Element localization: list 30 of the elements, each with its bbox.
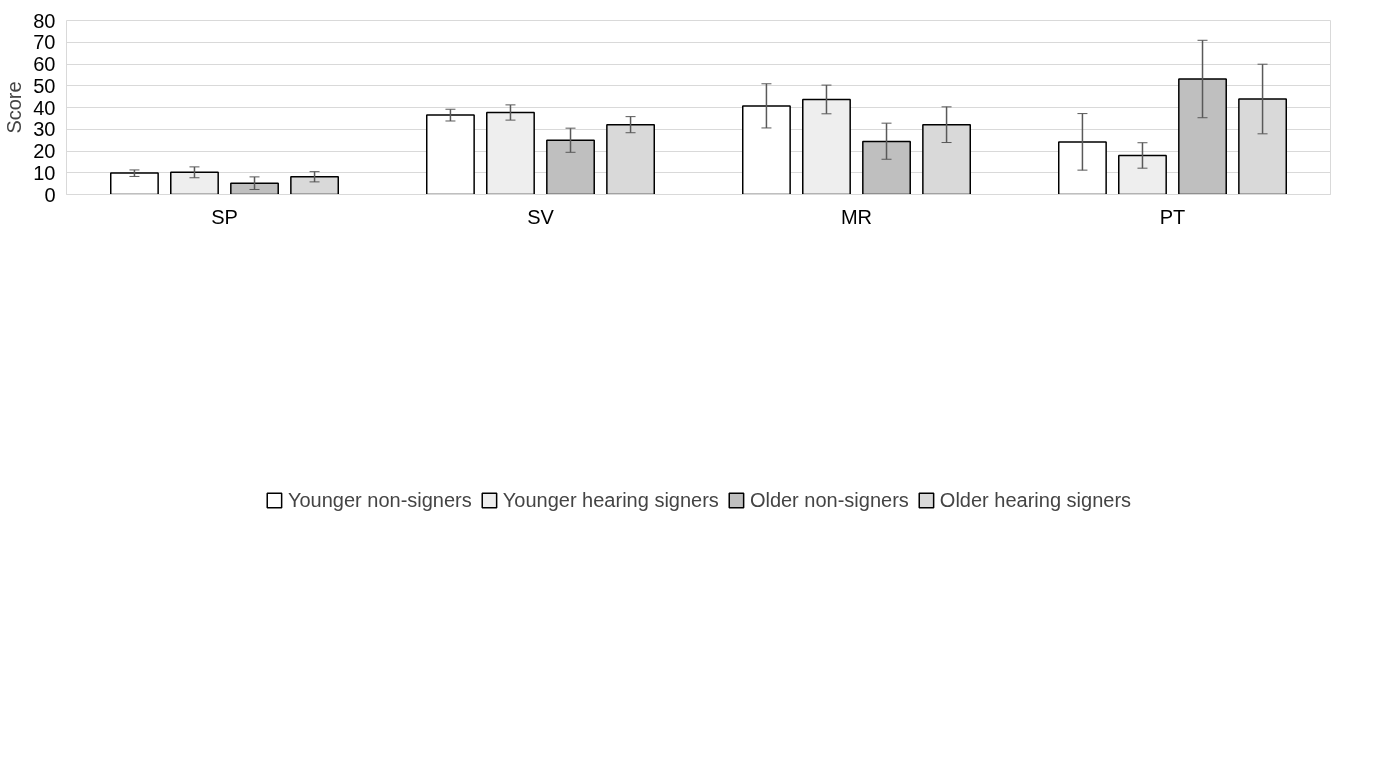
bar [741,105,791,195]
bar [170,171,219,195]
legend-label: Older non-signers [749,488,909,512]
bar [1118,154,1167,195]
bar [546,139,595,195]
y-tick-label: 40 [33,96,56,119]
x-tick-label: SP [211,205,238,228]
y-tick-label: 10 [33,161,56,184]
y-tick-label: 50 [33,74,56,97]
legend-label: Older hearing signers [939,488,1132,512]
bar [1057,141,1107,195]
x-tick-label: PT [1159,205,1186,228]
x-tick-label: SV [527,205,555,228]
y-tick-label: 0 [44,183,56,206]
y-axis-title: Score [3,81,26,134]
bar [1178,78,1227,195]
x-tick-label: MR [840,205,873,228]
bar [230,182,279,195]
y-tick-label: 70 [33,31,56,54]
legend-label: Younger hearing signers [502,488,719,512]
y-tick-label: 30 [33,118,56,141]
bar [486,111,535,195]
bar [109,172,159,195]
legend-label: Younger non-signers [287,488,472,512]
bar [862,140,911,195]
y-tick-label: 80 [33,9,56,32]
y-tick-label: 20 [33,140,56,162]
bar [802,98,851,195]
bar [425,114,475,195]
y-tick-label: 60 [33,53,56,75]
